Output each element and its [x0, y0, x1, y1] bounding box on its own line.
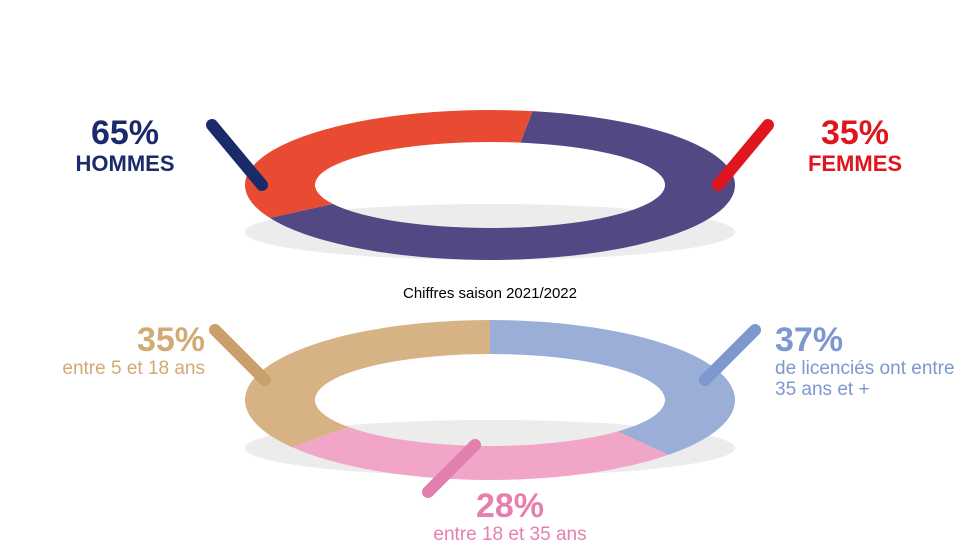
pointer [206, 119, 268, 191]
label: 35% entre 5 et 18 ans [5, 321, 205, 380]
donut-top [245, 110, 735, 260]
label: 65% HOMMES [40, 114, 210, 177]
label: 35% FEMMES [770, 114, 940, 177]
donut-segment [291, 427, 669, 480]
label: 37% de licenciés ont entre 35 ans et + [775, 321, 955, 401]
donut-segment [490, 320, 735, 455]
donut-segment [245, 320, 490, 448]
category-label: HOMMES [75, 151, 175, 177]
value-label: 28% [475, 487, 545, 525]
label: 28% entre 18 et 35 ans [400, 487, 620, 546]
category-label: entre 5 et 18 ans [62, 358, 205, 380]
pointer [209, 324, 271, 386]
donut-bottom [245, 320, 735, 480]
value-label: 65% [90, 114, 160, 152]
pointer [422, 439, 481, 498]
donut-segment [245, 110, 533, 218]
category-label: de licenciés ont entre 35 ans et + [775, 358, 955, 401]
category-label: entre 18 et 35 ans [433, 524, 587, 546]
pointer [712, 119, 774, 191]
donut-segment [269, 111, 735, 260]
pointer [699, 324, 761, 386]
caption: Chiffres saison 2021/2022 [403, 285, 577, 302]
value-label: 35% [820, 114, 890, 152]
value-label: 37% [775, 321, 844, 359]
category-label: FEMMES [807, 151, 903, 177]
value-label: 35% [136, 321, 205, 359]
